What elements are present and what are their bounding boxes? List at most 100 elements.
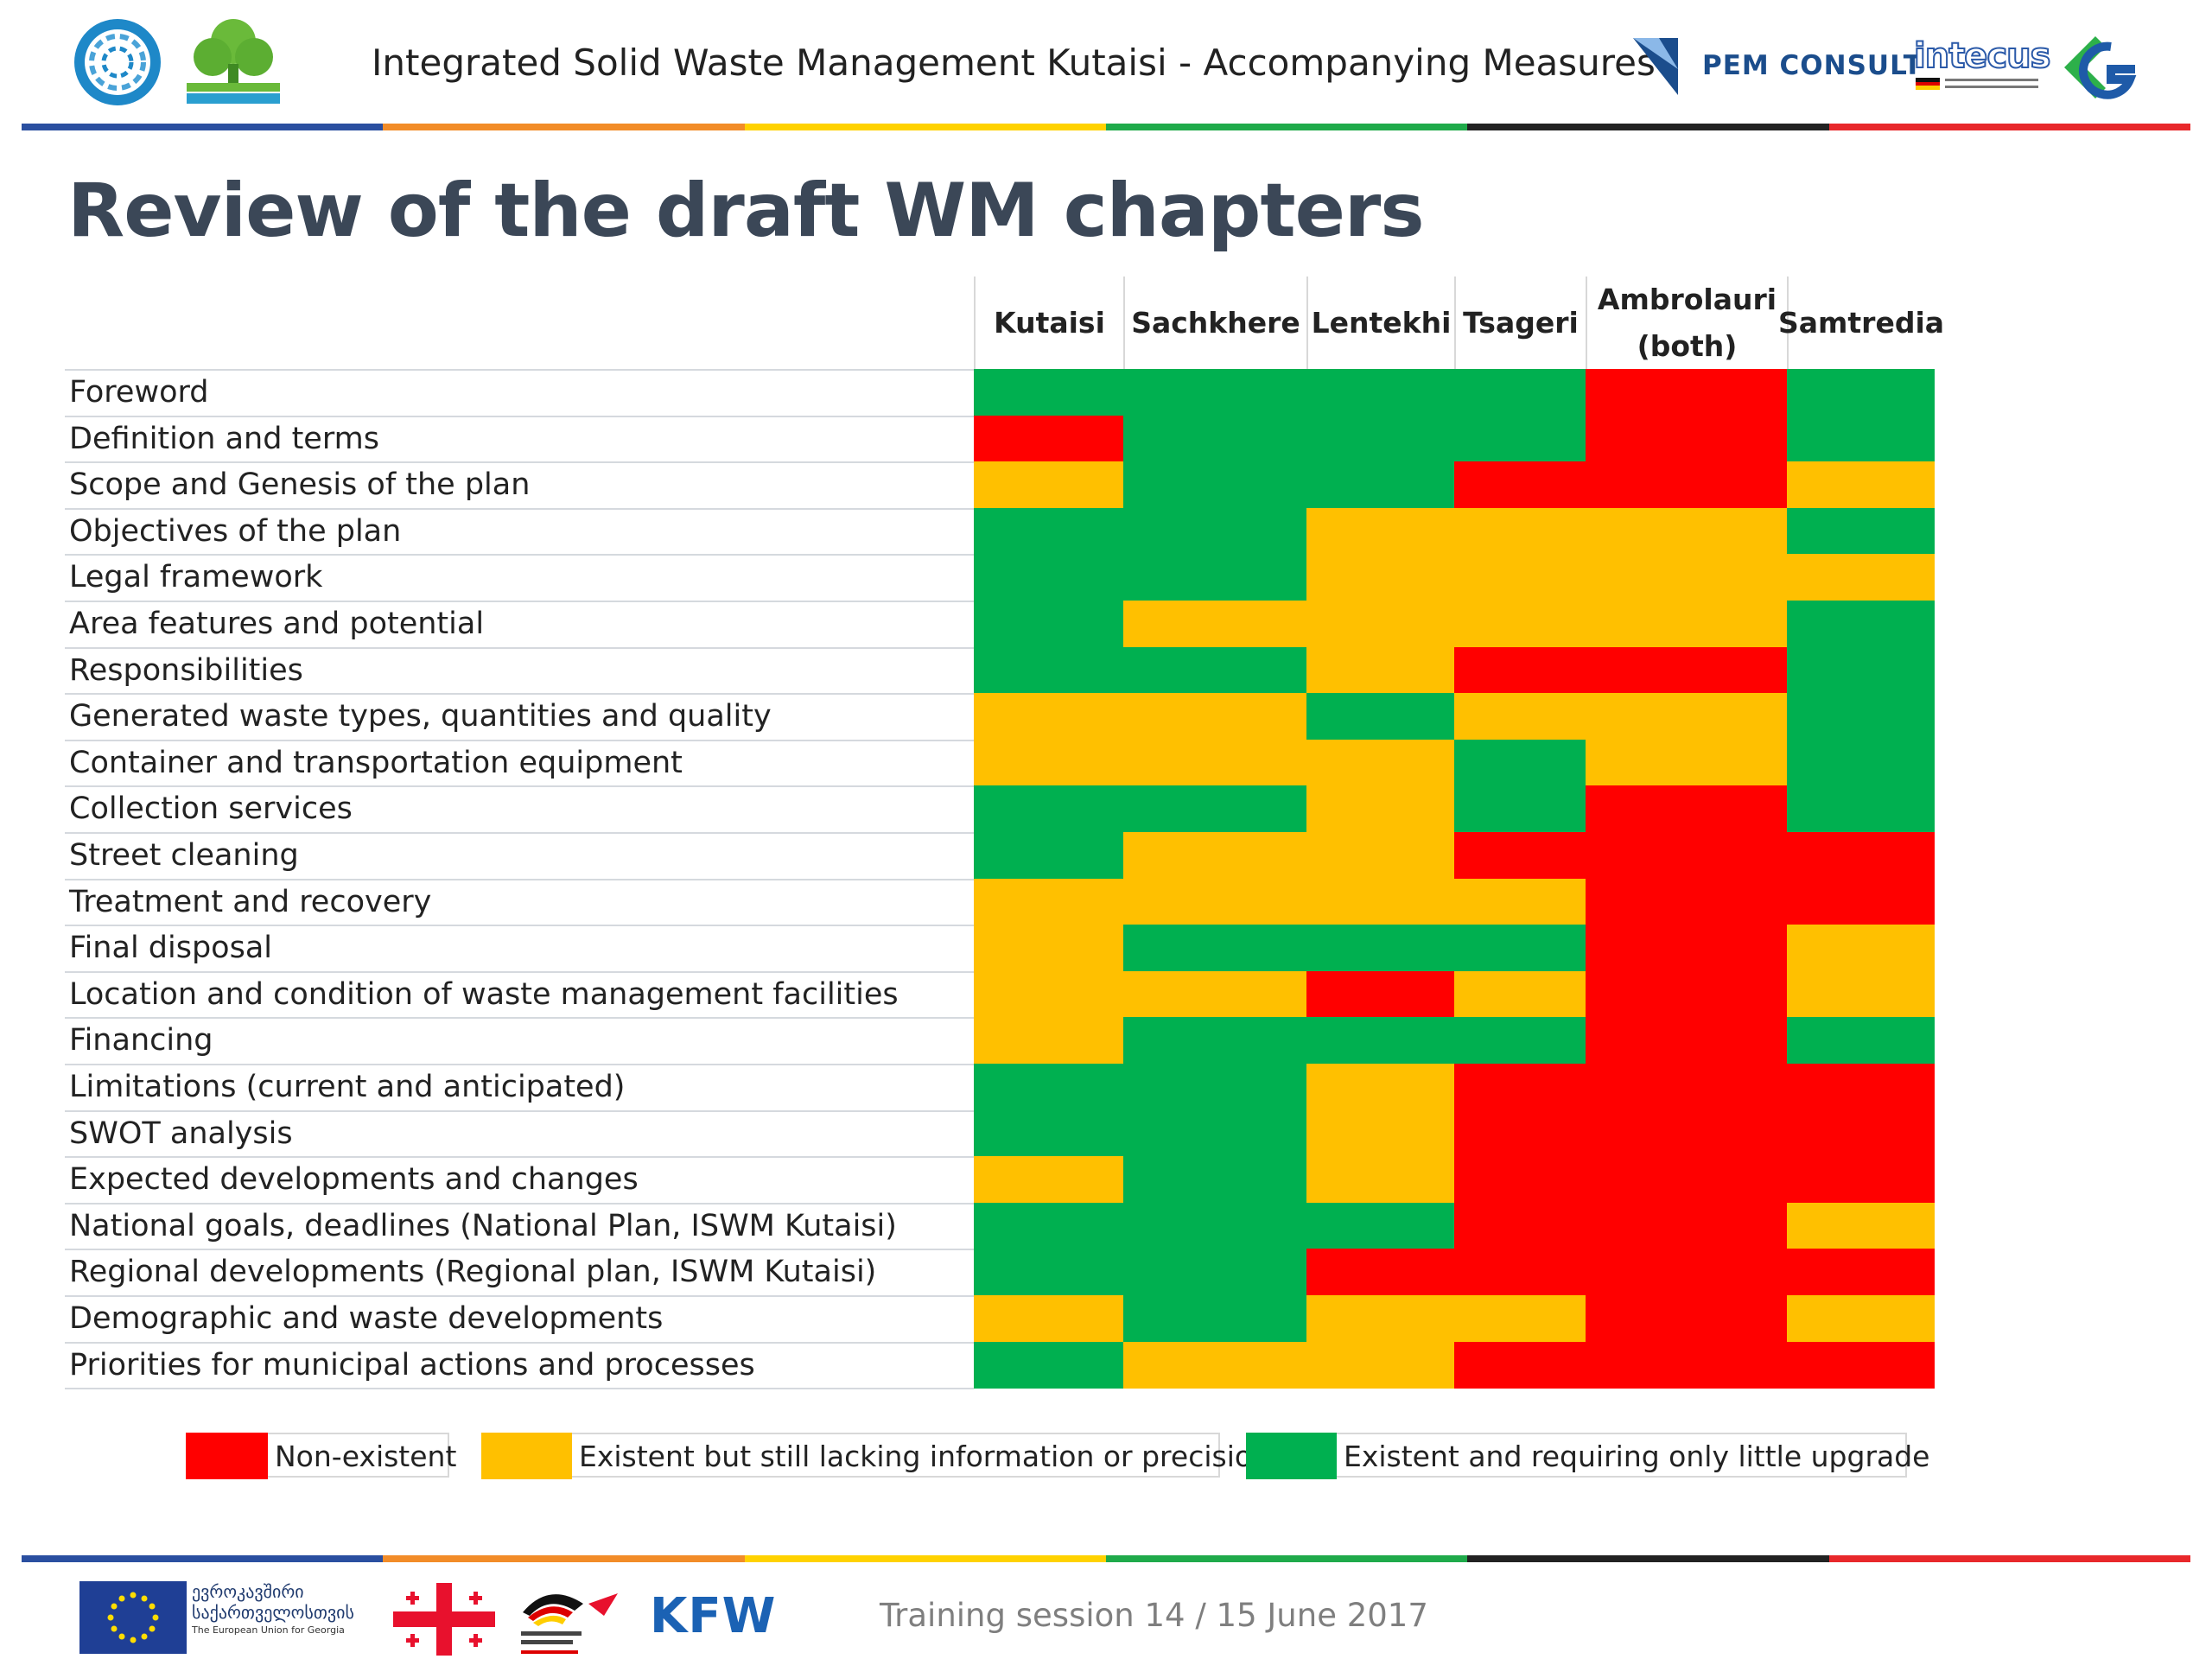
status-cell [974, 1156, 1124, 1204]
german-flag-icon [1916, 78, 1940, 90]
status-cell [1586, 832, 1788, 880]
status-cell [974, 970, 1124, 1018]
row-label: Scope and Genesis of the plan [65, 461, 974, 508]
status-cell [1586, 1249, 1788, 1296]
status-cell [1586, 1202, 1788, 1249]
georgia-flag-icon [393, 1583, 495, 1656]
legend-label: Non-existent [268, 1433, 456, 1478]
status-cell [1454, 970, 1586, 1018]
row-label: Generated waste types, quantities and qu… [65, 693, 974, 740]
row-label: Street cleaning [65, 832, 974, 879]
intecus-logo-text: intecus [1913, 35, 2051, 77]
status-cell [1306, 461, 1455, 509]
status-cell [1586, 601, 1788, 648]
row-label: Container and transportation equipment [65, 739, 974, 786]
legend: Non-existent Existent but still lacking i… [186, 1433, 1929, 1479]
status-cell [1787, 646, 1935, 694]
slide-title: Review of the draft WM chapters [67, 168, 1425, 254]
kfw-logo: KFW [650, 1588, 777, 1644]
row-label: Foreword [65, 369, 974, 416]
row-label: Objectives of the plan [65, 507, 974, 555]
legend-label: Existent but still lacking information o… [572, 1433, 1270, 1478]
row-label: SWOT analysis [65, 1109, 974, 1157]
footer-color-stripe [22, 1555, 2190, 1562]
status-cell [1306, 507, 1455, 555]
status-cell [1454, 1341, 1586, 1389]
status-cell [1586, 369, 1788, 416]
legend-swatch [1246, 1433, 1337, 1479]
status-cell [1306, 785, 1455, 833]
status-cell [974, 1341, 1124, 1389]
status-cell [1787, 1064, 1935, 1111]
status-cell [1787, 1017, 1935, 1065]
status-cell [1454, 601, 1586, 648]
status-cell [1586, 1109, 1788, 1157]
eu-text-georgian-1: ევროკავშირი [192, 1581, 304, 1602]
status-cell [1306, 646, 1455, 694]
status-cell [1586, 1156, 1788, 1204]
status-cell [974, 554, 1124, 601]
status-cell [974, 878, 1124, 925]
status-cell [974, 832, 1124, 880]
status-cell [1787, 461, 1935, 509]
status-cell [974, 461, 1124, 509]
table-bottom-border [65, 1388, 974, 1390]
status-cell [974, 1249, 1124, 1296]
status-cell [974, 1295, 1124, 1343]
status-cell [1787, 601, 1935, 648]
status-cell [1123, 925, 1307, 972]
status-cell [1586, 1341, 1788, 1389]
eu-flag-icon [79, 1581, 187, 1654]
status-cell [1787, 925, 1935, 972]
eu-for-georgia-text: ევროკავშირი საქართველოსთვის The European… [192, 1581, 382, 1659]
status-cell [1306, 970, 1455, 1018]
status-cell [1787, 1295, 1935, 1343]
status-cell [1586, 646, 1788, 694]
status-cell [1787, 832, 1935, 880]
status-cell [1123, 1202, 1307, 1249]
row-label: Area features and potential [65, 601, 974, 647]
row-label: Priorities for municipal actions and pro… [65, 1341, 974, 1389]
status-cell [1306, 1109, 1455, 1157]
german-cooperation-logo-icon [521, 1593, 618, 1654]
status-cell [1454, 1249, 1586, 1296]
status-cell [1454, 1109, 1586, 1157]
row-label: Collection services [65, 785, 974, 832]
status-cell [1306, 1249, 1455, 1296]
column-header: Kutaisi [974, 276, 1123, 369]
status-cell [1586, 554, 1788, 601]
column-header: Lentekhi [1306, 276, 1454, 369]
status-cell [1454, 785, 1586, 833]
status-cell [1586, 415, 1788, 462]
status-cell [1123, 693, 1307, 741]
status-cell [1123, 878, 1307, 925]
status-cell [1306, 601, 1455, 648]
status-cell [1454, 369, 1586, 416]
status-cell [1306, 1064, 1455, 1111]
status-cell [1306, 554, 1455, 601]
status-cell [1123, 554, 1307, 601]
status-cell [1454, 646, 1586, 694]
status-cell [1586, 785, 1788, 833]
status-cell [1306, 1017, 1455, 1065]
status-cell [1306, 832, 1455, 880]
row-label: Definition and terms [65, 415, 974, 462]
column-header: Ambrolauri (both) [1586, 276, 1787, 369]
status-cell [1123, 1109, 1307, 1157]
status-cell [1306, 369, 1455, 416]
column-header: Sachkhere [1123, 276, 1306, 369]
status-cell [974, 507, 1124, 555]
row-label: Legal framework [65, 554, 974, 601]
header-title: Integrated Solid Waste Management Kutais… [372, 41, 1656, 84]
legend-swatch [481, 1433, 572, 1479]
status-cell [1787, 1249, 1935, 1296]
status-cell [1454, 693, 1586, 741]
status-cell [1787, 554, 1935, 601]
intecus-logo: intecus [1913, 35, 2051, 97]
status-cell [1454, 832, 1586, 880]
status-cell [1123, 785, 1307, 833]
status-cell [1787, 970, 1935, 1018]
status-cell [1123, 739, 1307, 786]
status-cell [1787, 507, 1935, 555]
status-cell [1454, 415, 1586, 462]
